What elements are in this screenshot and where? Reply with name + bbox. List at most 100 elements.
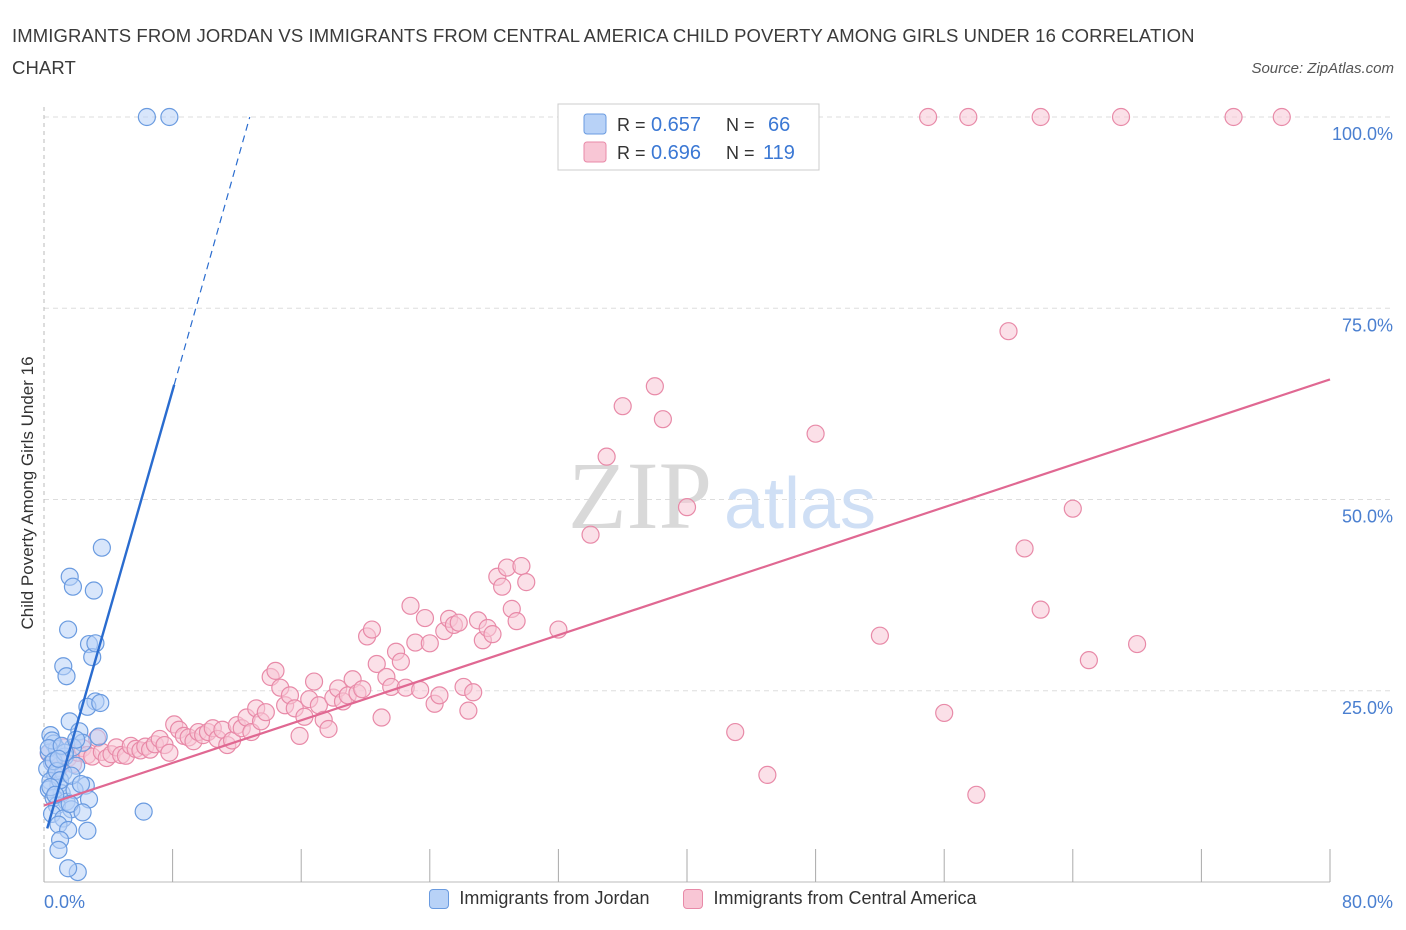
data-point-central-america xyxy=(507,612,526,631)
data-point-central-america xyxy=(967,785,986,804)
data-point-central-america xyxy=(449,613,468,632)
data-point-central-america xyxy=(919,107,938,127)
data-point-central-america xyxy=(411,680,430,700)
data-point-central-america xyxy=(581,525,600,544)
data-point-central-america xyxy=(613,397,632,416)
legend-label-central-america: Immigrants from Central America xyxy=(713,888,977,908)
legend-label-jordan: Immigrants from Jordan xyxy=(459,888,650,908)
trend-line-jordan-extension xyxy=(173,116,251,385)
data-point-central-america xyxy=(1079,651,1098,670)
stats-legend-swatch-central-america xyxy=(583,141,607,163)
data-point-central-america xyxy=(464,683,483,702)
data-point-jordan xyxy=(71,774,91,794)
data-point-central-america xyxy=(304,672,324,691)
data-point-jordan xyxy=(57,667,76,686)
data-point-jordan xyxy=(134,802,153,821)
stats-n-value-1: 66 xyxy=(768,114,790,136)
y-tick-labels: 25.0% 50.0% 75.0% 100.0% xyxy=(1332,124,1393,718)
data-point-central-america xyxy=(645,377,664,396)
stats-r-value-1: 0.657 xyxy=(651,114,701,136)
x-tick-label-max: 80.0% xyxy=(1342,892,1393,912)
data-point-central-america xyxy=(493,577,512,596)
trend-lines xyxy=(43,116,1331,829)
data-point-central-america xyxy=(401,596,420,615)
stats-n-label-2: N = xyxy=(726,143,755,163)
legend-swatch-central-america xyxy=(683,888,704,909)
series-jordan-points xyxy=(38,107,179,882)
stats-r-label-1: R = xyxy=(617,115,646,135)
data-point-central-america xyxy=(959,107,978,127)
data-point-central-america xyxy=(1272,107,1291,127)
data-point-jordan xyxy=(84,581,103,600)
data-point-central-america xyxy=(160,743,179,762)
data-point-central-america xyxy=(420,634,439,653)
data-point-central-america xyxy=(483,625,502,644)
y-tick-label: 25.0% xyxy=(1342,698,1393,718)
data-point-central-america xyxy=(517,573,536,592)
series-legend: Immigrants from Jordan Immigrants from C… xyxy=(0,888,1406,909)
x-tick-labels: 0.0% 80.0% xyxy=(44,892,1393,912)
data-point-central-america xyxy=(1031,107,1050,127)
stats-n-value-2: 119 xyxy=(763,142,795,164)
data-point-central-america xyxy=(758,765,777,785)
chart-title: IMMIGRANTS FROM JORDAN VS IMMIGRANTS FRO… xyxy=(12,25,1195,78)
trend-line-central-america xyxy=(43,378,1331,807)
data-point-jordan xyxy=(92,538,111,557)
data-point-jordan xyxy=(137,107,156,127)
data-point-central-america xyxy=(266,661,285,680)
data-point-central-america xyxy=(1224,107,1243,127)
data-point-jordan xyxy=(59,859,78,878)
stats-legend: R = 0.657 N = 66 R = 0.696 N = 119 xyxy=(557,103,820,171)
legend-item-jordan: Immigrants from Jordan xyxy=(429,888,649,909)
axes xyxy=(43,107,1331,883)
data-point-central-america xyxy=(372,708,391,727)
series-central-america-points xyxy=(39,107,1291,804)
data-point-central-america xyxy=(256,703,275,722)
data-point-central-america xyxy=(1111,107,1131,127)
data-point-central-america xyxy=(1063,499,1082,518)
data-point-jordan xyxy=(73,803,92,822)
legend-item-central-america: Immigrants from Central America xyxy=(683,888,977,909)
watermark-atlas: atlas xyxy=(724,464,876,544)
data-point-central-america xyxy=(362,620,382,639)
data-point-central-america xyxy=(391,652,410,671)
data-point-central-america xyxy=(1127,634,1147,654)
data-point-central-america xyxy=(319,719,338,739)
data-point-jordan xyxy=(91,693,110,713)
data-point-jordan xyxy=(63,577,83,596)
data-point-central-america xyxy=(353,680,372,699)
data-point-jordan xyxy=(59,620,78,639)
legend-swatch-jordan xyxy=(429,888,450,909)
data-point-central-america xyxy=(677,498,697,517)
data-point-central-america xyxy=(935,703,954,723)
data-point-jordan xyxy=(78,821,97,840)
stats-legend-swatch-jordan xyxy=(583,113,607,135)
data-point-jordan xyxy=(60,794,79,814)
data-point-jordan xyxy=(160,107,179,127)
data-point-central-america xyxy=(415,608,435,628)
data-point-central-america xyxy=(290,726,309,745)
data-point-central-america xyxy=(653,410,672,429)
stats-n-label-1: N = xyxy=(726,115,755,135)
data-point-central-america xyxy=(430,686,449,705)
data-point-jordan xyxy=(49,840,68,859)
data-point-central-america xyxy=(870,626,890,645)
data-point-central-america xyxy=(806,424,825,443)
data-point-central-america xyxy=(1031,600,1050,619)
stats-r-value-2: 0.696 xyxy=(651,142,701,164)
data-point-central-america xyxy=(726,722,745,742)
y-tick-label: 100.0% xyxy=(1332,124,1393,144)
data-point-central-america xyxy=(512,556,531,576)
grid xyxy=(44,116,1392,692)
x-tick-label-min: 0.0% xyxy=(44,892,85,912)
data-point-central-america xyxy=(459,701,478,720)
data-point-central-america xyxy=(1015,539,1034,558)
stats-r-label-2: R = xyxy=(617,143,646,163)
source-label: Source: ZipAtlas.com xyxy=(1251,60,1394,77)
data-point-central-america xyxy=(367,654,386,674)
data-point-central-america xyxy=(597,447,616,466)
data-point-central-america xyxy=(999,322,1018,341)
trend-line-jordan xyxy=(46,384,176,829)
y-tick-label: 50.0% xyxy=(1342,507,1393,527)
